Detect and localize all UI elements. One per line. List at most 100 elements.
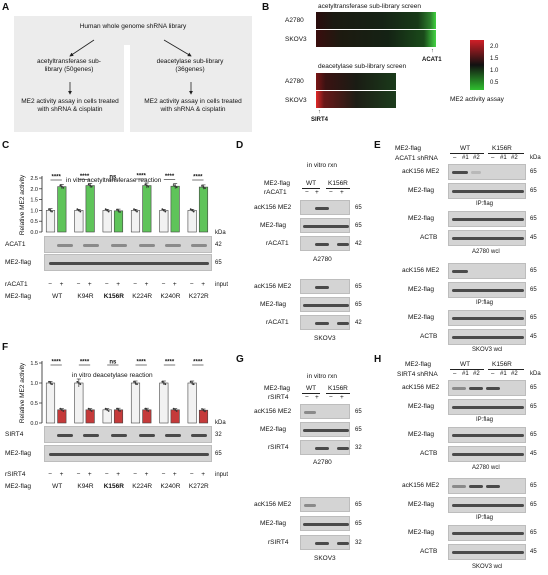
d-kda-5: 65 bbox=[355, 302, 362, 308]
sign-label: − bbox=[133, 281, 138, 288]
g-row-6: rSIRT4 bbox=[268, 539, 289, 546]
construct-label: K156R bbox=[103, 293, 124, 300]
data-point bbox=[191, 382, 194, 384]
e-wcl-1: A2780 wcl bbox=[472, 249, 500, 255]
sig-label: ns bbox=[109, 175, 117, 181]
data-point bbox=[204, 410, 206, 413]
blot-c-me2flag bbox=[44, 254, 212, 271]
d-wt-underline bbox=[302, 188, 320, 189]
sign-label: − bbox=[48, 281, 53, 288]
data-point bbox=[134, 209, 137, 212]
g-sign-3: − bbox=[329, 394, 333, 401]
g-cell-2: SKOV3 bbox=[314, 555, 336, 562]
panel-label-b: B bbox=[262, 2, 270, 13]
blot-e-skov3-actb bbox=[448, 329, 526, 345]
band bbox=[57, 434, 73, 437]
band bbox=[83, 434, 99, 437]
e-row-5: acK156 ME2 bbox=[402, 267, 440, 274]
data-point bbox=[107, 210, 110, 213]
h-row-8: ACTB bbox=[420, 548, 438, 555]
band bbox=[191, 434, 207, 437]
e-wt-underline bbox=[450, 153, 484, 154]
band bbox=[315, 207, 329, 210]
e-kda-4: 45 bbox=[530, 235, 537, 241]
e-sign-4: – bbox=[491, 155, 495, 161]
data-point bbox=[117, 408, 120, 411]
data-point bbox=[76, 208, 79, 211]
e-row-6: ME2-flag bbox=[408, 286, 435, 293]
g-header: in vitro rxn bbox=[307, 373, 337, 380]
h-mut: K156R bbox=[492, 361, 512, 368]
data-point bbox=[89, 184, 92, 187]
d-kda-2: 65 bbox=[355, 223, 362, 229]
band bbox=[452, 453, 524, 456]
band bbox=[486, 485, 500, 488]
band bbox=[452, 218, 524, 221]
blot-f-kda-65: 65 bbox=[215, 451, 222, 457]
d-wt: WT bbox=[306, 180, 317, 187]
band bbox=[49, 262, 209, 265]
bar bbox=[113, 409, 124, 424]
sign-label: + bbox=[144, 471, 149, 478]
h-wt: WT bbox=[460, 361, 471, 368]
sig-label: **** bbox=[165, 174, 175, 180]
band bbox=[471, 171, 481, 174]
library-title: Human whole genome shRNA library bbox=[79, 23, 187, 30]
bar bbox=[74, 382, 84, 424]
sign-label: − bbox=[104, 471, 109, 478]
h-row-3: ME2-flag bbox=[408, 431, 435, 438]
e-sh: ACAT1 shRNA bbox=[395, 155, 438, 162]
d-mut-underline bbox=[326, 188, 350, 189]
data-point bbox=[174, 185, 177, 188]
y-tick-label: 1.0 bbox=[30, 381, 38, 387]
bar bbox=[198, 409, 209, 424]
data-point bbox=[202, 409, 205, 412]
construct-label: K94R bbox=[77, 293, 94, 300]
bar bbox=[102, 210, 112, 233]
data-point bbox=[87, 183, 90, 186]
e-row-4: ACTB bbox=[420, 234, 438, 241]
g-sign-2: + bbox=[315, 394, 319, 401]
bar bbox=[74, 210, 84, 233]
blot-f-label-sirt4: SIRT4 bbox=[5, 431, 24, 438]
g-mut-underline bbox=[326, 393, 350, 394]
panel-label-h: H bbox=[374, 354, 382, 365]
chart-acetyltransferase: 0.0 0.5 1.0 1.5 2.0 2.5 Relative ME2 activity *… bbox=[19, 173, 209, 236]
band bbox=[337, 322, 349, 325]
data-point bbox=[133, 208, 135, 211]
blot-f-me2flag bbox=[44, 445, 212, 462]
bar bbox=[57, 186, 67, 233]
h-me2flag: ME2-flag bbox=[405, 361, 432, 368]
data-point bbox=[62, 410, 65, 412]
d-sign-1: − bbox=[305, 189, 309, 196]
band bbox=[337, 542, 349, 545]
e-sign-1: – bbox=[453, 155, 457, 161]
data-point bbox=[144, 407, 147, 410]
h-row-2: ME2-flag bbox=[408, 403, 435, 410]
blot-h-a2780-wcl-me2 bbox=[448, 427, 526, 443]
d-sign-3: − bbox=[329, 189, 333, 196]
sign-label: + bbox=[116, 471, 121, 478]
sign-label: + bbox=[201, 281, 206, 288]
blot-g-a2780-ack156 bbox=[300, 404, 350, 419]
chart-deacetylase: 0.0 0.5 1.0 1.5 Relative ME2 activity **** ***… bbox=[19, 360, 209, 427]
blot-c-label-me2: ME2-flag bbox=[5, 259, 32, 266]
bar bbox=[170, 185, 180, 233]
data-point bbox=[201, 408, 203, 410]
data-point bbox=[90, 410, 93, 412]
assay-left: ME2 activity assay in cells treated with… bbox=[21, 98, 119, 113]
blot-d-a2780-me2 bbox=[300, 218, 350, 233]
data-point bbox=[175, 186, 178, 189]
data-point bbox=[60, 408, 63, 411]
h-row-5: acK156 ME2 bbox=[402, 482, 440, 489]
d-header: in vitro rxn bbox=[307, 162, 337, 169]
g-me2flag: ME2-flag bbox=[264, 385, 291, 392]
y-axis-label: Relative ME2 activity bbox=[19, 362, 26, 423]
blot-g-skov3-me2 bbox=[300, 516, 350, 531]
data-point bbox=[161, 380, 164, 383]
d-kda-4: 65 bbox=[355, 284, 362, 290]
data-point bbox=[104, 208, 107, 211]
band bbox=[315, 447, 329, 450]
e-ip-1: IP:flag bbox=[476, 201, 494, 207]
data-point bbox=[145, 184, 148, 187]
